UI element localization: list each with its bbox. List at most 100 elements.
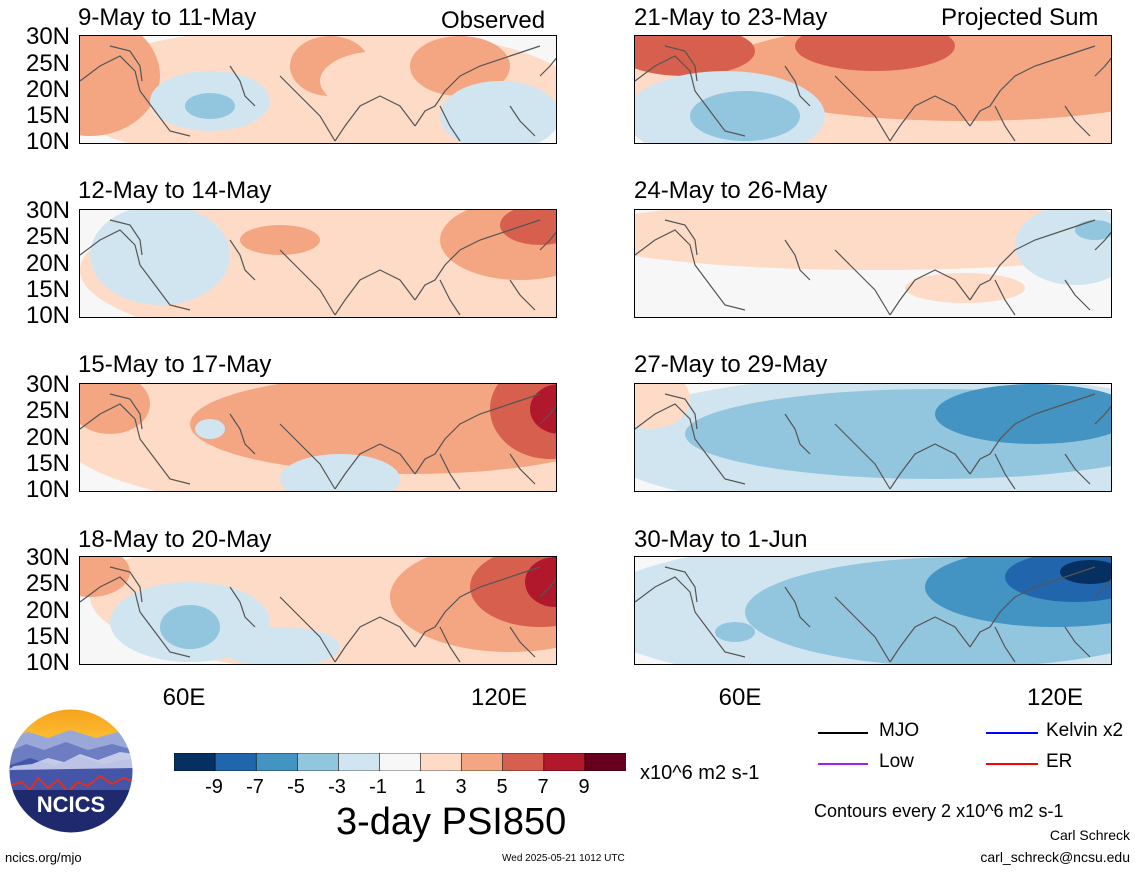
- lat-tick: 30N: [25, 371, 70, 398]
- coastline: [784, 239, 811, 281]
- panel-title-right-1: 21-May to 23-May: [634, 4, 828, 31]
- coastline: [784, 586, 811, 628]
- colorbar-label: 5: [496, 776, 508, 798]
- coastline: [109, 45, 143, 82]
- legend-line-low: [818, 763, 868, 765]
- timestamp: Wed 2025-05-21 1012 UTC: [502, 853, 625, 864]
- colorbar-label: -5: [287, 776, 305, 798]
- coastline: [664, 393, 698, 430]
- colorbar-label: -9: [205, 776, 223, 798]
- anomaly-blob: [90, 210, 230, 305]
- lon-tick-left-120e: 120E: [470, 684, 528, 711]
- observed-label: Observed: [441, 7, 546, 34]
- coastline: [414, 566, 541, 648]
- colorbar-title: 3-day PSI850: [336, 801, 567, 843]
- colorbar-label: 9: [578, 776, 590, 798]
- colorbar-label: 3: [455, 776, 467, 798]
- coastline: [1064, 105, 1091, 137]
- map-panel-left-2: [79, 209, 557, 318]
- coastline: [1094, 57, 1111, 77]
- anomaly-blob: [530, 384, 556, 434]
- coastline: [889, 616, 971, 663]
- coastline: [1064, 279, 1091, 311]
- map-panel-right-1: [634, 35, 1112, 144]
- coastline: [414, 219, 541, 301]
- anomaly-blob: [80, 36, 160, 136]
- coastline: [889, 95, 971, 142]
- anomaly-blob: [190, 384, 556, 474]
- anomaly-blob: [635, 210, 1111, 270]
- anomaly-blob: [500, 210, 556, 245]
- contours-note: Contours every 2 x10^6 m2 s-1: [814, 801, 1064, 821]
- coastline: [509, 105, 536, 137]
- coastline: [439, 453, 461, 490]
- site-link[interactable]: ncics.org/mjo: [5, 850, 82, 865]
- coastline: [539, 578, 556, 598]
- coastline: [635, 403, 746, 485]
- legend-label-er: ER: [1046, 751, 1073, 772]
- lat-tick: 15N: [25, 623, 70, 650]
- colorbar-swatch: [297, 752, 340, 772]
- anomaly-blob: [935, 384, 1111, 444]
- coastline: [635, 576, 746, 658]
- colorbar-swatch: [173, 752, 216, 772]
- coastline: [1094, 231, 1111, 251]
- coastline: [109, 393, 143, 430]
- lat-tick: 30N: [25, 23, 70, 50]
- coastline: [664, 566, 698, 603]
- coastline: [994, 453, 1016, 490]
- lat-tick: 15N: [25, 450, 70, 477]
- coastline: [1064, 626, 1091, 658]
- panel-title-right-3: 27-May to 29-May: [634, 351, 828, 378]
- coastline: [229, 65, 256, 107]
- projected-sum-label: Projected Sum: [941, 4, 1099, 31]
- coastline: [229, 413, 256, 455]
- panel-title-left-1: 9-May to 11-May: [78, 4, 257, 31]
- lon-tick-right-120e: 120E: [1026, 684, 1084, 711]
- lat-tick: 20N: [25, 250, 70, 277]
- coastline: [439, 626, 461, 663]
- colorbar-label: 1: [414, 776, 426, 798]
- map-field: [635, 36, 1111, 143]
- coastline: [889, 443, 971, 490]
- coastline: [509, 453, 536, 485]
- coastline: [109, 219, 143, 256]
- colorbar-swatch: [420, 752, 463, 772]
- coastline: [229, 586, 256, 628]
- panel-title-left-4: 18-May to 20-May: [78, 526, 272, 553]
- colorbar-label: -1: [369, 776, 387, 798]
- coastline: [834, 75, 891, 142]
- colorbar-label: 7: [537, 776, 549, 798]
- anomaly-blob: [220, 627, 340, 664]
- map-field: [635, 210, 1111, 317]
- coastline: [439, 105, 461, 142]
- colorbar-swatch: [338, 752, 381, 772]
- coastline: [994, 279, 1016, 316]
- coastline: [80, 229, 191, 311]
- coastline: [539, 57, 556, 77]
- coastline: [784, 413, 811, 455]
- map-panel-left-1: [79, 35, 557, 144]
- map-panel-left-4: [79, 556, 557, 665]
- panel-title-left-3: 15-May to 17-May: [78, 351, 272, 378]
- colorbar-swatch: [255, 752, 299, 772]
- coastline: [969, 219, 1096, 301]
- coastline: [539, 405, 556, 425]
- map-panel-right-3: [634, 383, 1112, 492]
- lat-tick: 10N: [25, 476, 70, 503]
- lon-tick-left-60e: 60E: [162, 684, 206, 711]
- anomaly-blob: [795, 36, 955, 71]
- map-panel-left-3: [79, 383, 557, 492]
- coastline: [80, 55, 191, 137]
- anomaly-blob: [160, 605, 220, 649]
- map-field: [80, 210, 556, 317]
- panel-title-left-2: 12-May to 14-May: [78, 177, 272, 204]
- anomaly-blob: [905, 273, 1025, 303]
- anomaly-blob: [280, 454, 400, 491]
- author-name: Carl Schreck: [1049, 827, 1130, 843]
- author-email[interactable]: carl_schreck@ncsu.edu: [980, 849, 1130, 865]
- coastline: [784, 65, 811, 107]
- coastline: [509, 279, 536, 311]
- lat-tick: 30N: [25, 197, 70, 224]
- colorbar-swatch: [543, 752, 586, 772]
